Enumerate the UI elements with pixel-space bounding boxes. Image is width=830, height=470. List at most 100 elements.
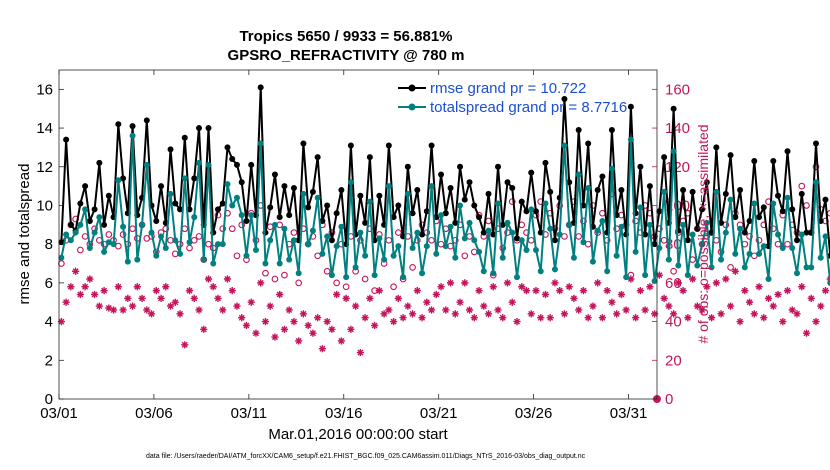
- obs-possible-point: [262, 269, 269, 277]
- totalspread-point: [632, 248, 639, 255]
- rmse-point: [158, 183, 165, 190]
- obs-assimilated-point: [385, 306, 393, 314]
- totalspread-point: [661, 188, 668, 195]
- obs-assimilated-point: [81, 283, 89, 291]
- totalspread-point: [300, 190, 307, 197]
- obs-assimilated-point: [508, 298, 516, 306]
- totalspread-point: [656, 245, 663, 252]
- obs-assimilated-point: [484, 310, 493, 318]
- obs-possible-point: [219, 225, 227, 233]
- totalspread-point: [229, 202, 236, 209]
- totalspread-point: [381, 256, 388, 263]
- totalspread-point: [376, 235, 383, 242]
- rmse-point: [281, 183, 288, 190]
- totalspread-point: [537, 268, 544, 275]
- totalspread-point: [276, 260, 283, 267]
- totalspread-point: [789, 245, 796, 252]
- totalspread-point: [566, 221, 573, 228]
- rmse-point: [537, 229, 544, 236]
- obs-assimilated-point: [726, 302, 735, 310]
- totalspread-point: [115, 177, 122, 184]
- x-tick-label: 03/11: [231, 405, 267, 422]
- obs-assimilated-point: [413, 287, 421, 295]
- totalspread-point: [105, 239, 112, 246]
- totalspread-point: [67, 237, 74, 244]
- obs-assimilated-point: [90, 290, 99, 299]
- rmse-point: [219, 200, 226, 207]
- totalspread-point: [675, 262, 682, 269]
- obs-assimilated-point: [323, 317, 331, 326]
- rmse-point: [376, 192, 383, 199]
- totalspread-point: [158, 233, 165, 240]
- totalspread-point: [684, 272, 691, 279]
- totalspread-point: [670, 148, 677, 155]
- totalspread-point: [532, 246, 539, 253]
- rmse-point: [153, 217, 160, 224]
- rmse-point: [471, 202, 478, 209]
- obs-assimilated-point: [551, 279, 559, 287]
- totalspread-point: [585, 185, 592, 192]
- obs-assimilated-point: [138, 294, 146, 302]
- totalspread-point: [627, 136, 634, 143]
- totalspread-point: [290, 237, 297, 244]
- rmse-point: [267, 204, 274, 211]
- obs-assimilated-point: [779, 317, 787, 326]
- obs-assimilated-point: [95, 302, 103, 310]
- totalspread-point: [756, 250, 763, 257]
- rmse-point: [490, 231, 497, 238]
- rmse-point: [585, 140, 592, 147]
- totalspread-point: [243, 252, 250, 259]
- rmse-point: [775, 192, 782, 199]
- totalspread-point: [528, 206, 535, 213]
- obs-assimilated-point: [86, 275, 94, 283]
- rmse-point: [438, 171, 445, 178]
- totalspread-point: [732, 250, 739, 257]
- totalspread-point: [618, 223, 625, 230]
- obs-assimilated-point: [67, 283, 75, 291]
- totalspread-point: [665, 256, 672, 263]
- totalspread-point: [257, 140, 264, 147]
- totalspread-point: [101, 248, 108, 255]
- obs-assimilated-point: [209, 283, 217, 291]
- rmse-point: [91, 206, 98, 213]
- totalspread-point: [608, 165, 615, 172]
- totalspread-point: [338, 223, 345, 230]
- totalspread-point: [727, 196, 734, 203]
- obs-possible-point: [746, 233, 753, 240]
- obs-assimilated-point: [352, 302, 360, 310]
- rmse-point: [305, 204, 312, 211]
- rmse-point: [608, 126, 615, 133]
- rmse-point: [551, 237, 558, 244]
- totalspread-point: [613, 252, 620, 259]
- rmse-point: [229, 156, 236, 163]
- totalspread-point: [357, 229, 364, 236]
- totalspread-point: [143, 161, 150, 168]
- obs-possible-point: [295, 279, 303, 287]
- obs-assimilated-point: [285, 306, 293, 314]
- totalspread-point: [551, 266, 558, 273]
- obs-assimilated-point: [584, 314, 592, 322]
- obs-assimilated-point: [513, 317, 521, 326]
- totalspread-point: [575, 171, 582, 178]
- rmse-point: [86, 217, 93, 224]
- rmse-point: [328, 237, 335, 244]
- obs-possible-point: [784, 240, 791, 248]
- obs-possible-point: [390, 283, 397, 291]
- obs-assimilated-point: [181, 341, 189, 349]
- totalspread-point: [746, 250, 753, 257]
- obs-possible-point: [105, 231, 113, 238]
- rmse-line: [60, 87, 830, 256]
- obs-assimilated-point: [304, 321, 312, 330]
- rmse-point: [309, 188, 316, 195]
- obs-assimilated-point: [114, 283, 122, 291]
- obs-assimilated-point: [389, 317, 398, 326]
- totalspread-point: [186, 239, 193, 246]
- totalspread-point: [86, 245, 93, 252]
- obs-assimilated-point: [380, 310, 388, 318]
- obs-assimilated-point: [565, 283, 573, 291]
- obs-possible-point: [58, 260, 65, 267]
- obs-assimilated-point: [299, 310, 308, 318]
- rmse-point: [115, 121, 122, 128]
- rmse-point: [143, 117, 150, 124]
